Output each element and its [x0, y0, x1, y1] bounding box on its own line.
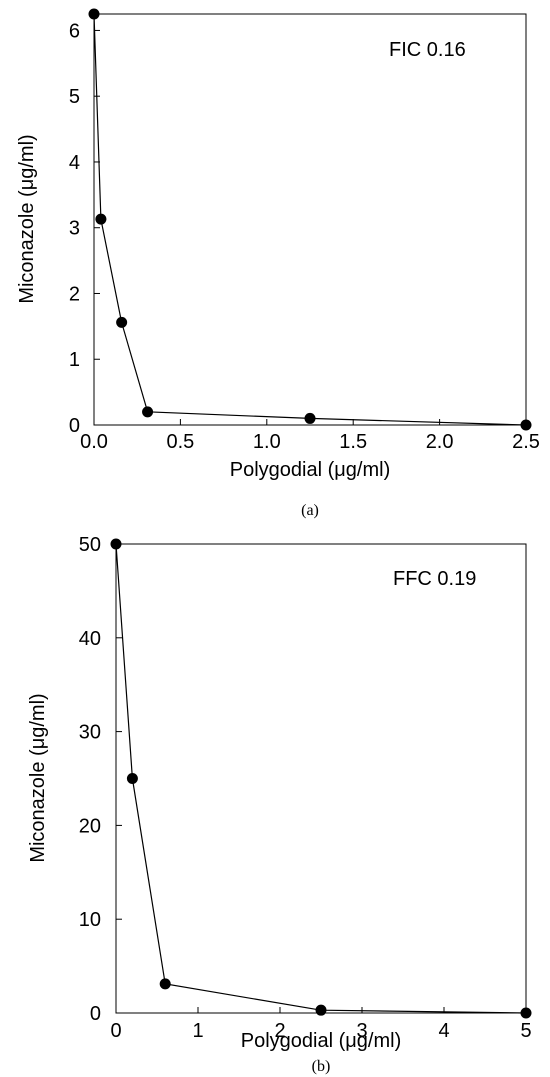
data-series — [88, 8, 532, 431]
series-line — [93, 13, 527, 426]
data-point — [315, 1004, 327, 1016]
data-point — [159, 978, 171, 990]
data-point — [520, 419, 532, 431]
y-tick-label: 30 — [79, 722, 101, 744]
y-axis-ticks: 0 10 20 30 40 50 — [79, 534, 122, 1025]
data-point — [110, 538, 122, 550]
x-axis-ticks: 0 1 2 3 4 5 — [110, 1007, 532, 1042]
data-point — [142, 406, 154, 418]
x-tick-label: 1 — [192, 1020, 203, 1042]
y-tick-label: 1 — [69, 349, 80, 371]
y-axis-label: Miconazole (μg/ml) — [27, 693, 49, 862]
x-tick-label: 2.5 — [512, 431, 540, 453]
x-tick-label: 0.0 — [80, 431, 108, 453]
x-tick-label: 1.0 — [253, 431, 281, 453]
x-tick-label: 5 — [520, 1020, 531, 1042]
y-axis-ticks: 0 1 2 3 4 5 6 — [69, 20, 100, 437]
data-point — [520, 1007, 532, 1019]
x-axis-ticks: 0.0 0.5 1.0 1.5 2.0 2.5 — [80, 419, 540, 453]
y-tick-label: 40 — [79, 628, 101, 650]
data-point — [116, 316, 128, 328]
y-tick-label: 5 — [69, 86, 80, 108]
y-tick-label: 0 — [69, 415, 80, 437]
fic-annotation: FIC 0.16 — [389, 39, 466, 61]
series-line — [115, 543, 527, 1014]
data-point — [95, 213, 107, 225]
x-tick-label: 2.0 — [426, 431, 454, 453]
x-tick-label: 4 — [438, 1020, 449, 1042]
ffc-annotation: FFC 0.19 — [393, 568, 476, 590]
chart-b: 0 10 20 30 40 50 0 1 2 3 4 5 FFC 0.19 Polygodial (… — [27, 534, 532, 1075]
y-axis-label: Miconazole (μg/ml) — [16, 134, 38, 303]
y-tick-label: 10 — [79, 909, 101, 931]
panel-caption: (b) — [312, 1058, 331, 1075]
y-tick-label: 50 — [79, 534, 101, 556]
y-tick-label: 4 — [69, 152, 80, 174]
panel-caption: (a) — [301, 502, 319, 519]
data-point — [126, 773, 138, 784]
x-axis-label: Polygodial (μg/ml) — [230, 459, 390, 481]
y-tick-label: 3 — [69, 218, 80, 240]
chart-a: 0 1 2 3 4 5 6 0.0 0.5 1.0 1.5 2.0 2.5 FIC 0.16 Poly… — [16, 8, 540, 519]
x-tick-label: 0.5 — [166, 431, 194, 453]
x-tick-label: 2 — [274, 1020, 285, 1042]
y-tick-label: 20 — [79, 815, 101, 837]
y-tick-label: 2 — [69, 283, 80, 305]
plot-frame — [93, 13, 527, 426]
x-tick-label: 1.5 — [339, 431, 367, 453]
x-axis-label: Polygodial (μg/ml) — [241, 1030, 401, 1052]
y-tick-label: 6 — [69, 20, 80, 42]
data-series — [110, 538, 532, 1019]
plot-frame — [115, 543, 527, 1014]
x-tick-label: 3 — [356, 1020, 367, 1042]
y-tick-label: 0 — [90, 1003, 101, 1025]
x-tick-label: 0 — [110, 1020, 121, 1042]
data-point — [88, 8, 100, 20]
data-point — [304, 412, 316, 424]
